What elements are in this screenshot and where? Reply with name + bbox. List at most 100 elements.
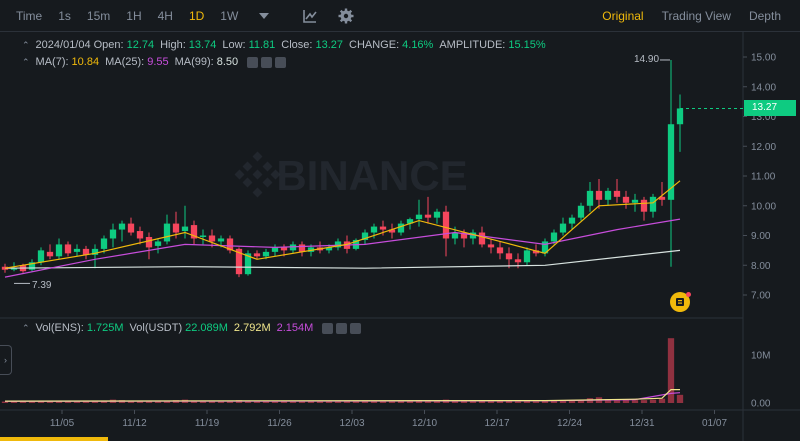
vol-eye-icon[interactable] [322,322,334,334]
ma25-label: MA(25): [105,56,145,68]
price-tick-label: 8.00 [751,261,771,272]
interval-1h[interactable]: 1H [126,8,142,23]
volume-bar [568,400,576,403]
candle-body [298,244,306,252]
high-marker-label: 14.90 [634,54,660,65]
candle-body [64,244,72,254]
low-marker-label: 7.39 [32,280,52,291]
vol-settings-icon[interactable] [336,322,348,334]
volume-bar [271,401,279,403]
volume-bar [397,401,405,403]
legend-collapse-icon[interactable]: ⌃ [22,39,30,50]
logo-diamond [262,177,273,188]
volume-bar [262,401,270,403]
ma-eye-icon[interactable] [247,56,259,68]
view-tradingview-tab[interactable]: Trading View [661,9,731,23]
ma-legend: ⌃ MA(7): 10.84 MA(25): 9.55 MA(99): 8.50 [22,56,287,68]
volume-bar [136,401,144,403]
interval-15m[interactable]: 15m [86,8,111,23]
volume-bar [631,400,639,403]
notification-dot [686,292,691,297]
candle-body [91,248,99,255]
volume-bar [406,400,414,403]
ma-close-icon[interactable] [275,56,287,68]
candlestick-chart[interactable]: 15.00 14.00 13.00 12.00 11.00 10.00 9.00 8.00 7.… [0,32,800,441]
volume-bar [82,401,90,403]
vol-ma2-value: 2.154M [276,322,314,334]
chart-toolbar: Time 1s 15m 1H 4H 1D 1W Original Trading… [0,0,800,32]
scroll-indicator-bar[interactable] [0,437,108,441]
interval-1s[interactable]: 1s [58,8,71,23]
interval-4h[interactable]: 4H [157,8,173,23]
candle-body [208,235,216,242]
time-tick-label: 11/12 [122,418,147,429]
volume-bar [532,401,540,403]
candle-body [82,248,90,255]
view-depth-tab[interactable]: Depth [748,9,781,23]
ma25-line [4,218,681,278]
volume-bar [622,399,630,403]
volume-bar [415,400,423,403]
candle-body [73,248,81,252]
volume-bar [28,401,36,403]
volume-bar [613,399,621,403]
logo-diamond [242,177,253,188]
low-value: 11.81 [248,39,276,51]
change-label: CHANGE: [349,39,400,51]
vol-legend-collapse-icon[interactable]: ⌃ [22,322,30,333]
candle-body [127,223,135,233]
candle-body [550,232,558,242]
ma-settings-icon[interactable] [261,56,273,68]
vol-usdt-value: 22.089M [185,322,228,334]
notes-fab-icon[interactable] [670,292,690,312]
candle-body [451,232,459,239]
interval-1w[interactable]: 1W [220,8,239,23]
binance-logo-icon [234,151,281,198]
volume-bar [361,401,369,403]
interval-time[interactable]: Time [16,8,43,23]
time-tick-label: 11/26 [267,418,292,429]
price-tick-label: 11.00 [751,172,776,183]
candle-body [163,223,171,242]
candle-body [280,247,288,251]
time-tick-label: 11/19 [195,418,220,429]
candle-body [325,247,333,251]
candle-body [271,247,279,252]
volume-bar [307,401,315,403]
candle-body [217,238,225,242]
volume-bar [190,400,198,403]
candle-body [397,223,405,233]
more-intervals-chevron-icon[interactable] [256,8,272,24]
candle-body [253,253,261,257]
volume-bar [649,399,657,403]
interval-1d[interactable]: 1D [188,8,205,23]
vol-close-icon[interactable] [350,322,362,334]
ma-legend-collapse-icon[interactable]: ⌃ [22,56,30,67]
volume-bar [208,401,216,403]
candle-body [226,238,234,251]
price-tick-label: 7.00 [751,291,771,302]
volume-bar [289,401,297,403]
volume-bar [370,401,378,403]
indicator-chart-icon[interactable] [302,8,318,24]
view-original-tab[interactable]: Original [602,9,644,23]
candle-body [46,251,54,257]
candle-body [244,253,252,275]
ma99-line [4,249,681,269]
logo-diamond [252,169,263,180]
volume-bar [37,401,45,403]
volume-bar [505,401,513,403]
volume-bar [217,401,225,403]
candle-body [505,253,513,260]
volume-bar [550,400,558,403]
candle-body [460,232,468,239]
candle-body [586,190,594,206]
open-label: Open: [93,39,124,51]
candle-body [532,250,540,254]
candle-body [577,205,585,218]
settings-gear-icon[interactable] [338,8,354,24]
ma99-label: MA(99): [174,56,214,68]
candle-body [118,223,126,230]
expand-panel-handle[interactable]: › [0,345,12,375]
volume-bar [46,401,54,403]
